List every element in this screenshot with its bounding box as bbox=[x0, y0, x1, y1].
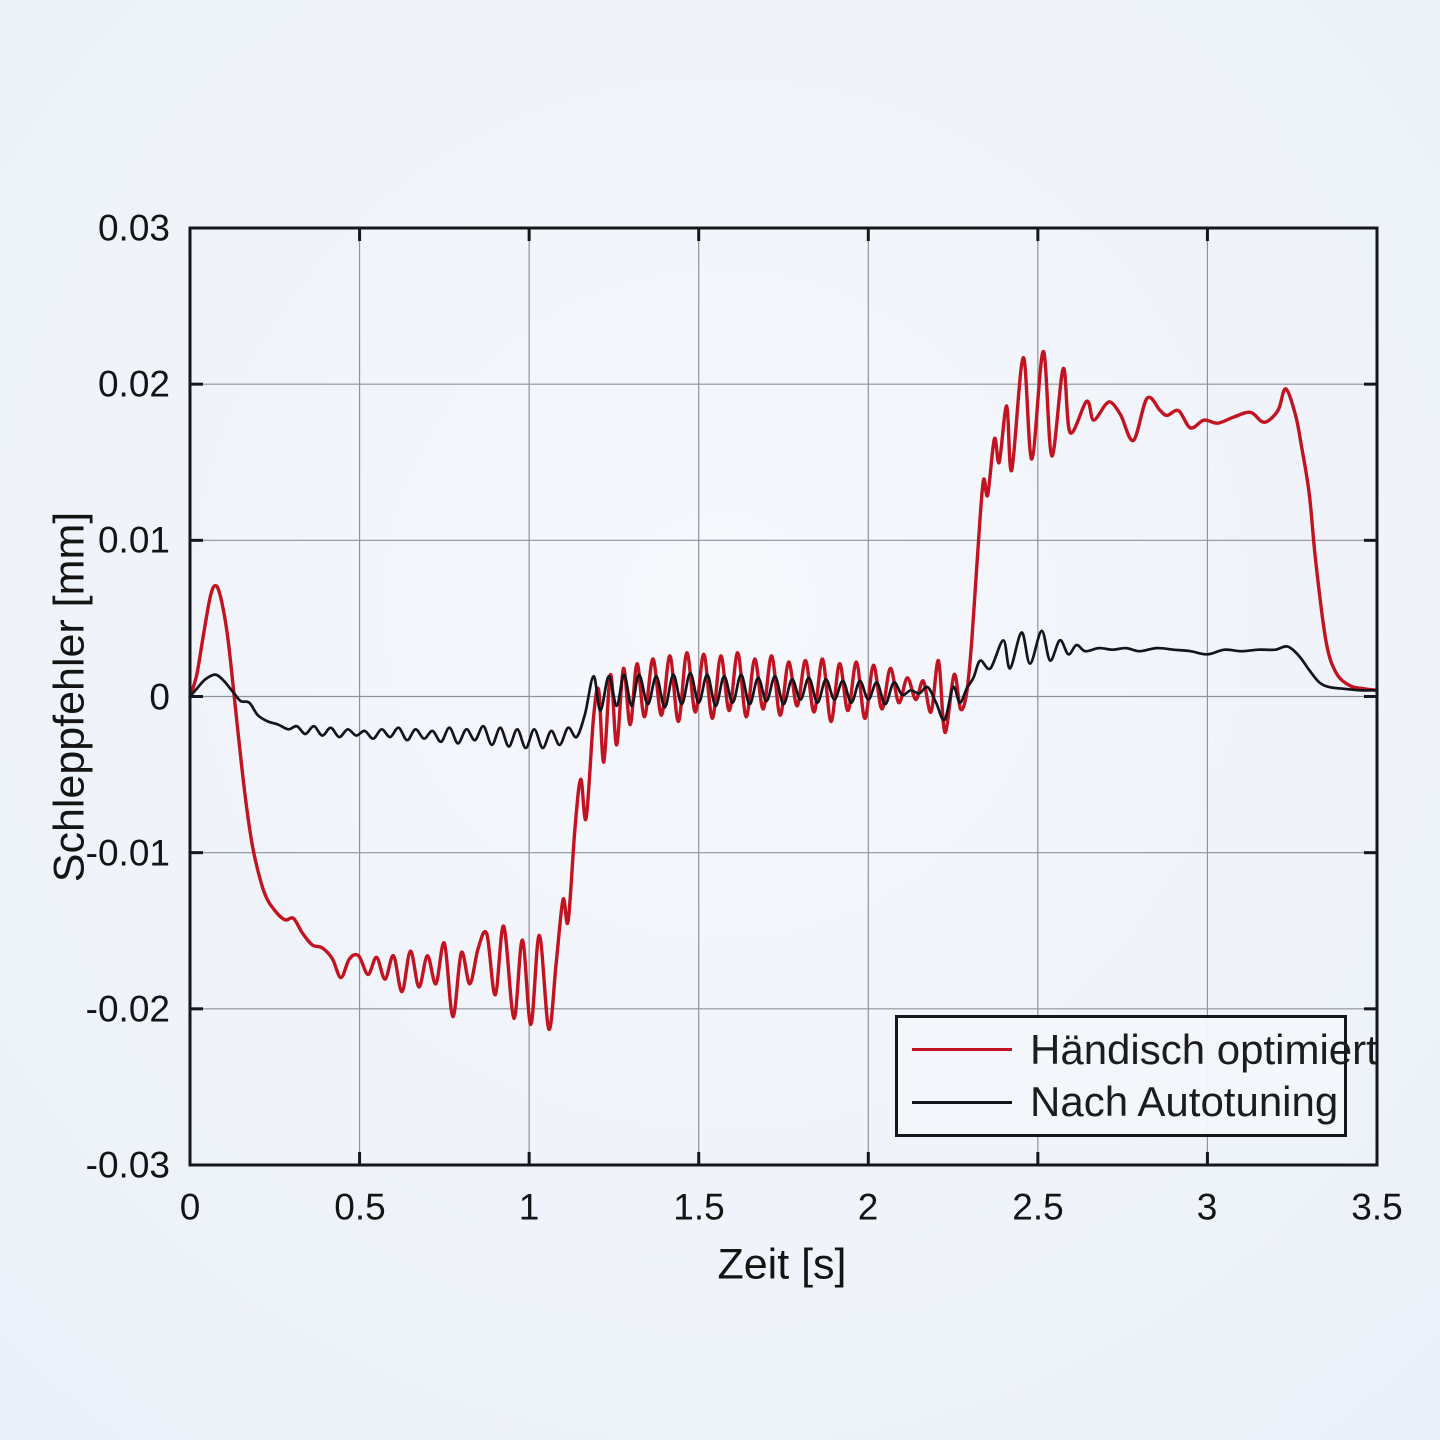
series-paths bbox=[188, 349, 1379, 1031]
series-line-1 bbox=[188, 629, 1379, 750]
legend-item-haendisch-optimiert: Händisch optimiert bbox=[912, 1028, 1378, 1071]
legend-item-nach-autotuning: Nach Autotuning bbox=[912, 1081, 1344, 1123]
x-tick-label-0_5: 0.5 bbox=[334, 1186, 386, 1228]
x-tick-label-0: 0 bbox=[179, 1186, 201, 1228]
y-tick-label--0_02: -0.02 bbox=[85, 988, 170, 1030]
axis-ticks bbox=[188, 226, 1379, 1167]
series-line-0 bbox=[188, 349, 1379, 1031]
y-tick-label-0: 0 bbox=[149, 676, 170, 718]
legend-label: Händisch optimiert bbox=[1030, 1025, 1378, 1073]
y-tick-label-0_01: 0.01 bbox=[97, 519, 170, 561]
x-axis-label: Zeit [s] bbox=[717, 1240, 847, 1289]
y-tick-label-0_02: 0.02 bbox=[97, 363, 170, 405]
legend-line-sample-black bbox=[912, 1100, 1012, 1104]
x-tick-label-1: 1 bbox=[518, 1186, 540, 1228]
legend-label: Nach Autotuning bbox=[1030, 1078, 1339, 1126]
x-tick-label-1_5: 1.5 bbox=[673, 1186, 725, 1228]
x-tick-label-3: 3 bbox=[1196, 1186, 1218, 1228]
y-tick-label--0_01: -0.01 bbox=[85, 832, 170, 874]
x-tick-label-2: 2 bbox=[857, 1186, 879, 1228]
x-tick-label-2_5: 2.5 bbox=[1012, 1186, 1064, 1228]
legend-line-sample-red bbox=[912, 1048, 1012, 1052]
legend: Händisch optimiert Nach Autotuning bbox=[895, 1015, 1378, 1137]
x-tick-label-3_5: 3.5 bbox=[1351, 1186, 1403, 1228]
y-tick-label--0_03: -0.03 bbox=[85, 1144, 170, 1186]
y-axis-label: Schleppfehler [mm] bbox=[45, 511, 94, 883]
y-tick-label-0_03: 0.03 bbox=[97, 207, 170, 249]
